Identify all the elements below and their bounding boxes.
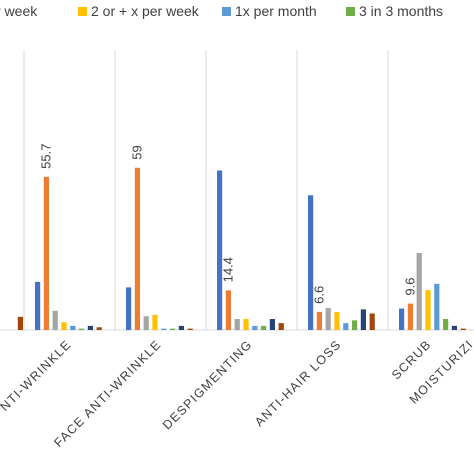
bar (170, 328, 176, 330)
bar (161, 328, 167, 330)
bar (308, 195, 314, 330)
bar (79, 328, 85, 330)
bar (407, 303, 413, 330)
bar (87, 325, 93, 330)
data-label: 59 (129, 145, 144, 159)
bar (343, 323, 349, 330)
bar (243, 319, 249, 330)
bar (187, 328, 193, 330)
bar (17, 316, 23, 330)
legend: r week 2 or + x per week 1x per month 3 in … (0, 3, 443, 19)
bar (399, 308, 405, 330)
bar (70, 325, 76, 330)
bar (143, 316, 149, 330)
bar (325, 308, 331, 330)
bar (416, 253, 422, 330)
bar (425, 290, 431, 330)
bar (316, 311, 322, 330)
bar (434, 283, 440, 330)
legend-swatch (78, 7, 87, 16)
bar (269, 319, 275, 330)
legend-swatch (346, 7, 355, 16)
bar (96, 327, 102, 330)
bar (369, 313, 375, 330)
legend-label: 1x per month (235, 3, 317, 19)
bar (152, 314, 158, 330)
category-dividers (23, 50, 389, 330)
bar (261, 325, 267, 330)
category-label: FACE ANTI-WRINKLE (51, 337, 164, 450)
bar (252, 325, 258, 330)
bar (61, 322, 67, 330)
bar (178, 325, 184, 330)
category-label: ANTI-HAIR LOSS (252, 337, 344, 429)
bar (134, 167, 140, 330)
data-label: 14.4 (220, 257, 235, 282)
data-label: 6.6 (311, 286, 326, 304)
bar (360, 309, 366, 330)
legend-label: 2 or + x per week (91, 3, 200, 19)
legend-label: r week (0, 3, 38, 19)
legend-label: 3 in 3 months (359, 3, 443, 19)
bar (52, 310, 58, 330)
category-label: DESPIGMENTING (160, 337, 255, 432)
bar (278, 323, 284, 330)
data-label: 9.6 (402, 278, 417, 296)
bar (35, 281, 41, 330)
legend-swatch (222, 7, 231, 16)
bars (17, 167, 466, 330)
bar (334, 312, 340, 330)
bar (234, 319, 240, 330)
data-label: 55.7 (38, 144, 53, 169)
bar (225, 290, 231, 330)
bar (352, 320, 358, 330)
bar (451, 325, 457, 330)
data-labels: 55.7 59 14.4 6.6 9.6 (38, 144, 417, 304)
bar (460, 328, 466, 330)
bar (443, 319, 449, 330)
bar (43, 176, 49, 330)
bar (126, 287, 132, 330)
category-label: NTI-WRINKLE (0, 337, 74, 414)
bar (217, 170, 223, 330)
